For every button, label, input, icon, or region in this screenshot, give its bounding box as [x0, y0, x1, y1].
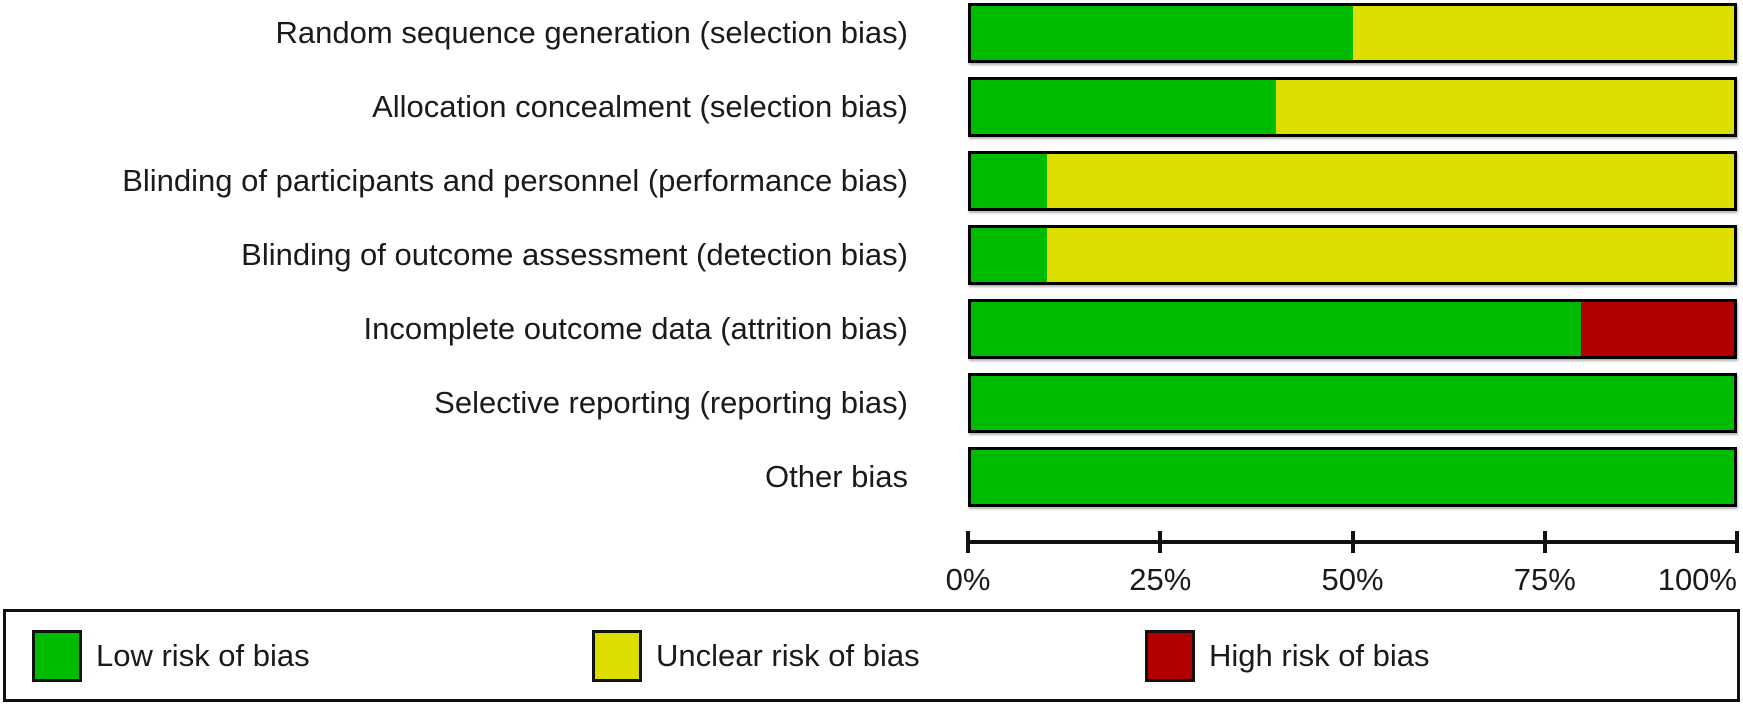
axis-tick [966, 531, 970, 553]
axis-tick-label: 0% [945, 562, 991, 597]
legend-swatch-unclear-risk [592, 629, 642, 682]
risk-category-row: Other bias [0, 447, 1743, 507]
stacked-bar [968, 151, 1737, 211]
axis-tick-label: 100% [1657, 562, 1737, 597]
category-label: Random sequence generation (selection bi… [275, 15, 908, 50]
axis-tick [1350, 531, 1355, 553]
legend-swatch-low-risk [32, 629, 82, 682]
stacked-bar [968, 225, 1737, 285]
axis-tick [1542, 531, 1547, 553]
category-label: Selective reporting (reporting bias) [434, 385, 908, 420]
stacked-bar [968, 299, 1737, 359]
bar-segment-low-risk [971, 6, 1353, 60]
bar-segment-low-risk [971, 450, 1734, 504]
bar-segment-low-risk [971, 80, 1277, 134]
bar-segment-unclear-risk [1352, 6, 1734, 60]
axis-tick-label: 75% [1513, 562, 1576, 597]
risk-category-row: Blinding of outcome assessment (detectio… [0, 225, 1743, 285]
category-label: Blinding of participants and personnel (… [122, 163, 908, 198]
bar-segment-unclear-risk [1047, 154, 1734, 208]
axis-tick [1735, 531, 1739, 553]
risk-category-row: Selective reporting (reporting bias) [0, 373, 1743, 433]
bar-segment-low-risk [971, 376, 1734, 430]
bar-segment-unclear-risk [1047, 228, 1734, 282]
x-axis: 0% 25% 50% 75% 100% [946, 531, 1739, 603]
axis-tick [1158, 531, 1163, 553]
legend-item-low-risk: Low risk of bias [32, 629, 310, 682]
stacked-bar [968, 77, 1737, 137]
bar-segment-low-risk [971, 154, 1048, 208]
legend-item-label: Low risk of bias [96, 637, 310, 673]
bar-segment-low-risk [971, 228, 1048, 282]
category-label: Other bias [764, 459, 908, 494]
risk-category-row: Blinding of participants and personnel (… [0, 151, 1743, 211]
legend-item-label: High risk of bias [1209, 637, 1430, 673]
risk-category-row: Allocation concealment (selection bias) [0, 77, 1743, 137]
legend-item-high-risk: High risk of bias [1145, 629, 1430, 682]
bars-area: Random sequence generation (selection bi… [0, 3, 1743, 507]
stacked-bar [968, 373, 1737, 433]
category-label: Allocation concealment (selection bias) [372, 89, 908, 124]
risk-category-row: Incomplete outcome data (attrition bias) [0, 299, 1743, 359]
legend-item-unclear-risk: Unclear risk of bias [592, 629, 920, 682]
bar-segment-high-risk [1581, 302, 1734, 356]
legend: Low risk of bias Unclear risk of bias High… [3, 609, 1740, 702]
category-label: Blinding of outcome assessment (detectio… [241, 237, 908, 272]
legend-item-label: Unclear risk of bias [656, 637, 920, 673]
axis-tick-label: 50% [1321, 562, 1384, 597]
stacked-bar [968, 447, 1737, 507]
legend-swatch-high-risk [1145, 629, 1195, 682]
bar-segment-low-risk [971, 302, 1582, 356]
stacked-bar [968, 3, 1737, 63]
bar-segment-unclear-risk [1276, 80, 1734, 134]
risk-category-row: Random sequence generation (selection bi… [0, 3, 1743, 63]
axis-tick-label: 25% [1129, 562, 1192, 597]
category-label: Incomplete outcome data (attrition bias) [363, 311, 909, 346]
